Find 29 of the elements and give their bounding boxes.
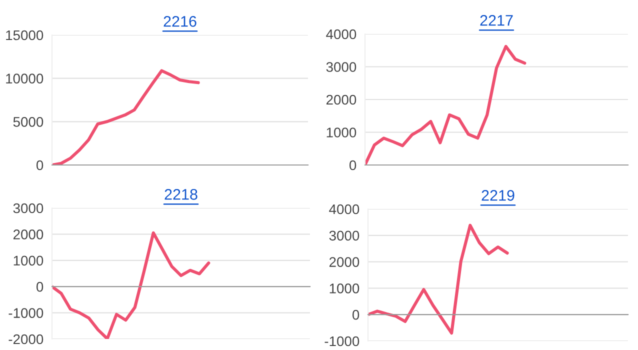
y-tick-label: 10000 xyxy=(6,74,44,84)
y-tick-label: -2000 xyxy=(8,334,44,344)
y-tick-label: 2000 xyxy=(13,230,44,240)
y-tick-label: 5000 xyxy=(13,117,44,127)
y-tick-label: 0 xyxy=(352,310,360,320)
y-tick-label: 3000 xyxy=(13,203,44,214)
y-tick-label: -1000 xyxy=(8,308,44,318)
y-tick-label: 0 xyxy=(36,282,44,292)
y-tick-label: 0 xyxy=(36,160,44,170)
y-tick-label: 3000 xyxy=(326,62,356,72)
y-tick-label: 1000 xyxy=(326,128,356,138)
line-series xyxy=(52,69,200,165)
chart-title: 2216 xyxy=(164,16,196,27)
y-tick-label: 0 xyxy=(349,160,356,170)
y-tick-label: 3000 xyxy=(329,230,360,241)
y-tick-label: 4000 xyxy=(326,29,356,40)
y-tick-label: 1000 xyxy=(330,284,360,294)
y-tick-label: 2000 xyxy=(329,257,360,267)
line-series xyxy=(365,44,526,165)
line-series xyxy=(368,224,509,335)
chart-title: 2217 xyxy=(480,15,513,26)
chart-title: 2219 xyxy=(482,190,514,201)
y-tick-label: -1000 xyxy=(324,336,360,346)
y-tick-label: 1000 xyxy=(14,256,44,266)
line-series xyxy=(52,231,210,339)
chart-title: 2218 xyxy=(164,189,198,200)
y-tick-label: 4000 xyxy=(329,204,360,214)
y-tick-label: 2000 xyxy=(326,94,356,105)
y-tick-label: 15000 xyxy=(6,30,44,40)
